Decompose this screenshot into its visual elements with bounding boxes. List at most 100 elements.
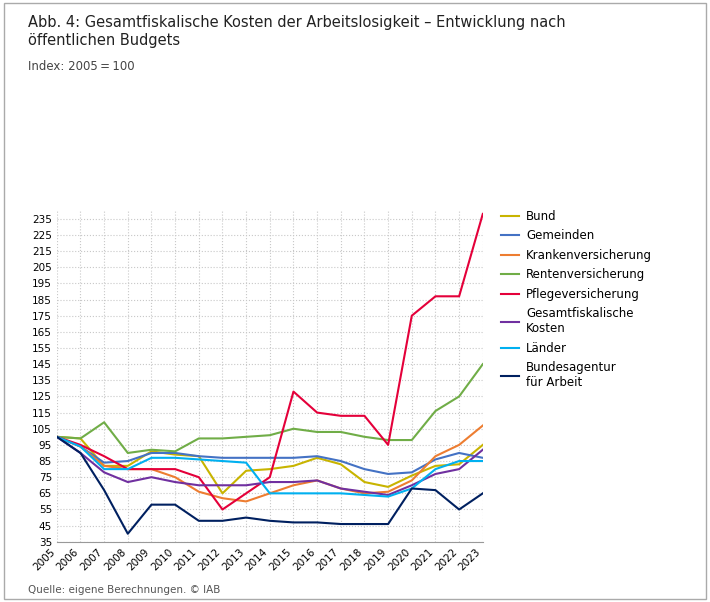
Bundesagentur
für Arbeit bbox=[313, 519, 322, 526]
Bundesagentur
für Arbeit bbox=[242, 514, 251, 521]
Gesamtfiskalische
Kosten bbox=[124, 479, 132, 486]
Gesamtfiskalische
Kosten bbox=[289, 479, 297, 486]
Krankenversicherung bbox=[76, 443, 84, 450]
Rentenversicherung bbox=[100, 418, 109, 426]
Gesamtfiskalische
Kosten bbox=[218, 482, 226, 489]
Gemeinden bbox=[408, 469, 416, 476]
Gemeinden bbox=[100, 459, 109, 467]
Rentenversicherung bbox=[76, 435, 84, 442]
Krankenversicherung bbox=[455, 441, 464, 448]
Bundesagentur
für Arbeit bbox=[100, 486, 109, 494]
Gesamtfiskalische
Kosten bbox=[337, 485, 345, 492]
Gemeinden bbox=[337, 458, 345, 465]
Bundesagentur
für Arbeit bbox=[218, 517, 226, 524]
Pflegeversicherung bbox=[124, 465, 132, 473]
Bund bbox=[218, 490, 226, 497]
Legend: Bund, Gemeinden, Krankenversicherung, Rentenversicherung, Pflegeversicherung, Ge: Bund, Gemeinden, Krankenversicherung, Re… bbox=[501, 210, 652, 389]
Gesamtfiskalische
Kosten bbox=[147, 474, 155, 481]
Gemeinden bbox=[479, 454, 487, 461]
Länder bbox=[384, 493, 393, 500]
Bund bbox=[289, 462, 297, 470]
Länder bbox=[147, 454, 155, 461]
Länder bbox=[218, 458, 226, 465]
Pflegeversicherung bbox=[384, 441, 393, 448]
Rentenversicherung bbox=[53, 433, 61, 441]
Krankenversicherung bbox=[124, 465, 132, 473]
Pflegeversicherung bbox=[218, 506, 226, 513]
Rentenversicherung bbox=[337, 429, 345, 436]
Pflegeversicherung bbox=[195, 474, 203, 481]
Line: Pflegeversicherung: Pflegeversicherung bbox=[57, 214, 483, 509]
Rentenversicherung bbox=[171, 448, 180, 455]
Pflegeversicherung bbox=[337, 412, 345, 420]
Bundesagentur
für Arbeit bbox=[147, 501, 155, 508]
Bund bbox=[360, 479, 368, 486]
Gesamtfiskalische
Kosten bbox=[408, 482, 416, 489]
Bund bbox=[384, 483, 393, 491]
Länder bbox=[337, 490, 345, 497]
Text: Index: 2005 = 100: Index: 2005 = 100 bbox=[28, 60, 135, 73]
Krankenversicherung bbox=[408, 477, 416, 484]
Gemeinden bbox=[171, 449, 180, 456]
Pflegeversicherung bbox=[431, 293, 439, 300]
Bund bbox=[76, 435, 84, 442]
Krankenversicherung bbox=[218, 495, 226, 502]
Länder bbox=[360, 491, 368, 498]
Gesamtfiskalische
Kosten bbox=[53, 433, 61, 441]
Line: Gesamtfiskalische
Kosten: Gesamtfiskalische Kosten bbox=[57, 437, 483, 495]
Krankenversicherung bbox=[53, 433, 61, 441]
Pflegeversicherung bbox=[147, 465, 155, 473]
Pflegeversicherung bbox=[360, 412, 368, 420]
Bundesagentur
für Arbeit bbox=[171, 501, 180, 508]
Gesamtfiskalische
Kosten bbox=[171, 479, 180, 486]
Länder bbox=[479, 458, 487, 465]
Bund bbox=[242, 467, 251, 474]
Gemeinden bbox=[147, 449, 155, 456]
Rentenversicherung bbox=[313, 429, 322, 436]
Bundesagentur
für Arbeit bbox=[431, 486, 439, 494]
Bund bbox=[195, 453, 203, 460]
Bundesagentur
für Arbeit bbox=[479, 490, 487, 497]
Rentenversicherung bbox=[147, 446, 155, 453]
Bundesagentur
für Arbeit bbox=[337, 520, 345, 527]
Gesamtfiskalische
Kosten bbox=[76, 449, 84, 456]
Line: Länder: Länder bbox=[57, 437, 483, 497]
Länder bbox=[408, 485, 416, 492]
Gemeinden bbox=[313, 453, 322, 460]
Bund bbox=[124, 462, 132, 470]
Krankenversicherung bbox=[289, 482, 297, 489]
Text: Quelle: eigene Berechnungen. © IAB: Quelle: eigene Berechnungen. © IAB bbox=[28, 585, 221, 595]
Bund bbox=[455, 461, 464, 468]
Rentenversicherung bbox=[431, 408, 439, 415]
Länder bbox=[242, 459, 251, 467]
Rentenversicherung bbox=[242, 433, 251, 441]
Gemeinden bbox=[360, 465, 368, 473]
Gemeinden bbox=[76, 443, 84, 450]
Pflegeversicherung bbox=[242, 490, 251, 497]
Gemeinden bbox=[218, 454, 226, 461]
Krankenversicherung bbox=[242, 498, 251, 505]
Krankenversicherung bbox=[313, 477, 322, 484]
Bundesagentur
für Arbeit bbox=[289, 519, 297, 526]
Pflegeversicherung bbox=[266, 474, 274, 481]
Rentenversicherung bbox=[289, 425, 297, 432]
Krankenversicherung bbox=[337, 485, 345, 492]
Länder bbox=[195, 456, 203, 463]
Rentenversicherung bbox=[455, 393, 464, 400]
Bund bbox=[266, 465, 274, 473]
Krankenversicherung bbox=[431, 453, 439, 460]
Gemeinden bbox=[195, 453, 203, 460]
Länder bbox=[76, 443, 84, 450]
Gemeinden bbox=[431, 456, 439, 463]
Gemeinden bbox=[455, 449, 464, 456]
Line: Krankenversicherung: Krankenversicherung bbox=[57, 426, 483, 501]
Bund bbox=[431, 462, 439, 470]
Bund bbox=[479, 441, 487, 448]
Länder bbox=[455, 458, 464, 465]
Gesamtfiskalische
Kosten bbox=[384, 491, 393, 498]
Gesamtfiskalische
Kosten bbox=[360, 488, 368, 495]
Bundesagentur
für Arbeit bbox=[266, 517, 274, 524]
Krankenversicherung bbox=[384, 488, 393, 495]
Pflegeversicherung bbox=[76, 441, 84, 448]
Bundesagentur
für Arbeit bbox=[384, 520, 393, 527]
